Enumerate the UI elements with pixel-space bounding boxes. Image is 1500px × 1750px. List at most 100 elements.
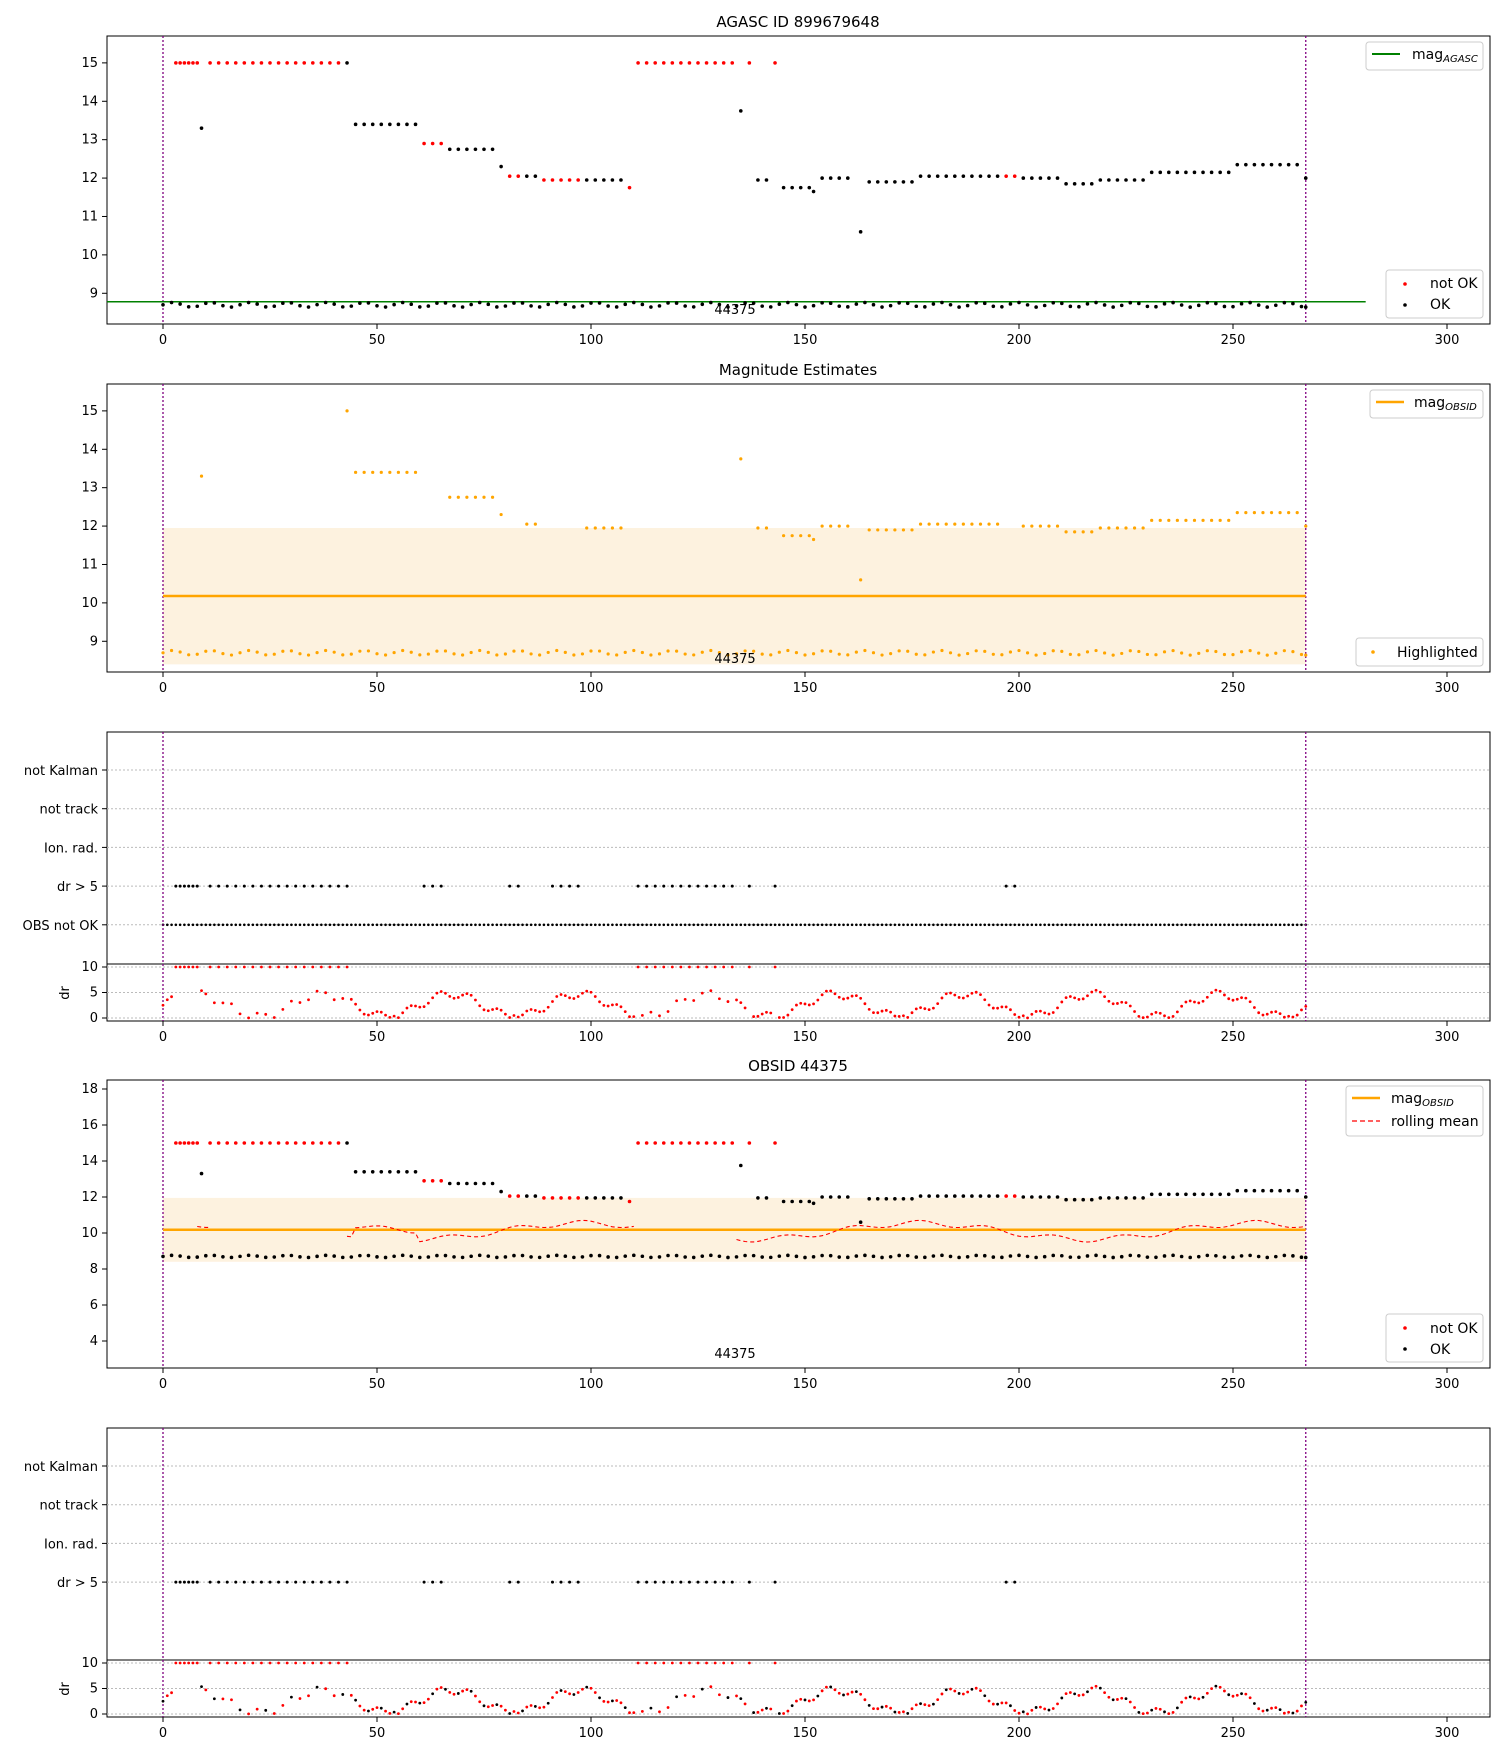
mag-point	[820, 649, 824, 653]
mag-point	[1064, 1197, 1068, 1202]
dr-point	[859, 996, 863, 1000]
flag-point	[799, 923, 803, 927]
dr-point	[444, 991, 447, 995]
mag-point	[730, 1141, 735, 1145]
mag-point	[195, 652, 199, 656]
flag-point	[294, 1580, 298, 1584]
flag-point	[623, 923, 627, 927]
mag-point	[422, 1179, 426, 1183]
mag-point	[580, 1255, 585, 1259]
flag-point	[653, 884, 657, 888]
dr-point	[675, 999, 678, 1003]
flag-label: not Kalman	[24, 764, 98, 779]
mag-point	[661, 61, 666, 65]
flag-point	[320, 923, 323, 927]
mag-point	[1162, 302, 1167, 306]
mag-point	[1303, 176, 1308, 180]
estimates-legend-label: magOBSID	[1414, 395, 1477, 413]
dr-point	[1047, 1012, 1051, 1016]
dr-point	[183, 965, 186, 969]
flag-point	[863, 923, 867, 927]
estimates-legend-main: mag	[1414, 395, 1445, 411]
flag-point	[405, 923, 409, 927]
xtick-label: 0	[159, 1030, 167, 1045]
dr-point	[1128, 1004, 1132, 1008]
flag-point	[705, 884, 709, 888]
dr-point	[1163, 1014, 1166, 1018]
mag-point	[880, 305, 884, 309]
mag-point	[632, 648, 636, 653]
flag-point	[191, 923, 195, 927]
mag-point	[550, 1196, 555, 1200]
mag-point	[473, 1181, 478, 1186]
mag-point	[345, 61, 349, 65]
mag-point	[944, 1194, 949, 1198]
mag-point	[846, 653, 850, 657]
flag-point	[512, 923, 516, 927]
mag-point	[752, 649, 756, 653]
mag-point	[225, 1141, 229, 1145]
mag-point	[606, 304, 610, 308]
mag-point	[1141, 1196, 1145, 1200]
mag-point	[443, 1253, 448, 1258]
obsid-legend-not-ok-label: not OK	[1430, 1321, 1478, 1337]
flag-point	[679, 923, 683, 927]
xtick-label: 250	[1221, 681, 1246, 696]
mag-point	[1154, 304, 1158, 309]
mag-point	[1021, 524, 1025, 528]
ytick-label: 4	[90, 1334, 98, 1349]
mag-point	[786, 1253, 790, 1258]
mag-point	[409, 1254, 414, 1258]
agasc-legend-label: magAGASC	[1412, 47, 1478, 65]
mag-point	[794, 1254, 799, 1259]
mag-point	[777, 650, 781, 654]
dr-point	[1141, 1712, 1145, 1716]
dr-point	[401, 1011, 405, 1015]
mag-point	[1171, 1253, 1175, 1258]
mag-point	[362, 470, 366, 474]
dr-point	[705, 1661, 708, 1665]
dr-point	[1235, 997, 1239, 1001]
flag-point	[576, 1580, 580, 1584]
mag-point	[636, 61, 640, 65]
mag-point	[863, 648, 867, 653]
xtick-label: 100	[579, 681, 604, 696]
mag-point	[991, 652, 995, 656]
flags-panel-2-frame	[106, 1427, 1491, 1661]
mag-point	[362, 1170, 366, 1174]
dr-point	[345, 1661, 349, 1665]
dr-point	[1282, 1711, 1286, 1715]
mag-point	[931, 302, 936, 306]
dr-point	[961, 1692, 965, 1696]
dr-point	[225, 1661, 229, 1665]
dr-point	[1218, 1685, 1222, 1689]
flag-point	[842, 923, 845, 927]
dr-point	[439, 990, 443, 993]
dr-point	[230, 1002, 233, 1006]
flag-point	[773, 1580, 777, 1584]
flag-point	[358, 923, 362, 927]
mag-point	[901, 528, 906, 532]
mag-point	[572, 305, 576, 309]
dr-point	[533, 1009, 537, 1012]
dr-point	[593, 995, 597, 998]
mag-point	[371, 470, 375, 474]
mag-point	[1047, 1195, 1051, 1199]
dr-point	[337, 1661, 340, 1665]
mag-point	[379, 470, 383, 474]
flag-point	[559, 923, 563, 927]
mag-point	[1252, 1188, 1257, 1193]
dr-point	[285, 1661, 289, 1665]
mag-point	[978, 174, 983, 178]
flag-point	[529, 923, 533, 927]
mag-point	[854, 1254, 859, 1258]
flag-point	[820, 923, 824, 927]
xtick-label: 300	[1435, 333, 1460, 348]
mag-point	[529, 1255, 533, 1259]
dr-point	[576, 995, 580, 998]
mag-point	[379, 122, 384, 127]
dr-point	[829, 1685, 833, 1689]
dr-point	[272, 1016, 276, 1019]
flag-point	[362, 923, 366, 927]
mag-point	[311, 1141, 315, 1145]
